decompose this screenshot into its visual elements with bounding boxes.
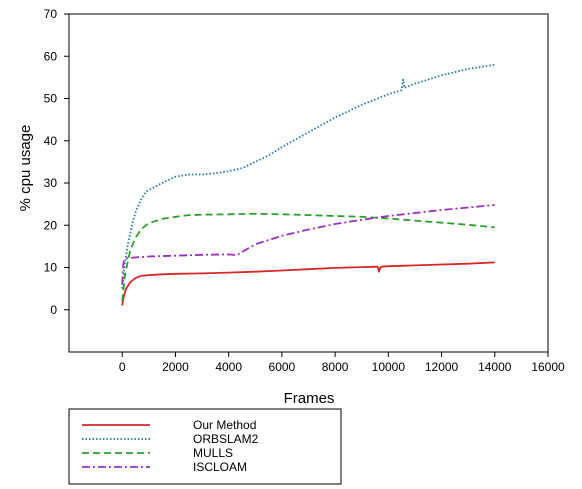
y-tick-label: 60 <box>44 49 58 63</box>
y-tick-label: 0 <box>50 303 57 317</box>
y-tick-label: 40 <box>44 134 58 148</box>
x-axis-label: Frames <box>284 390 335 407</box>
x-tick-label: 16000 <box>531 360 565 374</box>
plot-border <box>68 13 549 353</box>
legend-box <box>68 408 342 485</box>
x-axis: 0 2000 4000 6000 8000 10000 12000 14000 16000 <box>119 352 565 374</box>
y-tick-label: 70 <box>44 7 58 21</box>
y-axis: 0 10 20 30 40 50 60 70 <box>44 7 69 317</box>
y-tick-label: 20 <box>44 218 58 232</box>
x-tick-label: 12000 <box>425 360 459 374</box>
x-tick-label: 4000 <box>215 360 242 374</box>
plot-area <box>68 13 549 353</box>
series-layer <box>121 63 495 306</box>
legend-label-orbslam2: ORBSLAM2 <box>193 432 259 446</box>
x-tick-label: 8000 <box>322 360 349 374</box>
y-tick-label: 30 <box>44 176 58 190</box>
x-tick-label: 6000 <box>269 360 296 374</box>
series-line-mulls <box>121 212 495 302</box>
x-tick-label: 10000 <box>372 360 406 374</box>
series-line-our-method <box>121 261 495 306</box>
legend-label-our-method: Our Method <box>193 418 256 432</box>
y-tick-label: 50 <box>44 92 58 106</box>
x-tick-label: 0 <box>119 360 126 374</box>
legend-label-iscloam: ISCLOAM <box>193 460 247 474</box>
y-axis-label: % cpu usage <box>17 125 34 212</box>
y-tick-label: 10 <box>44 261 58 275</box>
series-line-orbslam2 <box>121 63 495 289</box>
x-tick-label: 14000 <box>478 360 512 374</box>
x-tick-label: 2000 <box>162 360 189 374</box>
legend-label-mulls: MULLS <box>193 446 233 460</box>
